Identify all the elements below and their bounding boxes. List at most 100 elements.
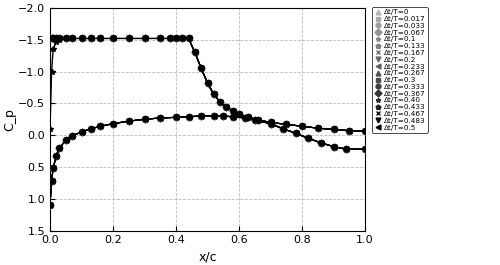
Δt/T=0.40	[236, 113, 242, 116]
Δt/T=0.483	[192, 51, 198, 54]
Δt/T=0.267	[63, 37, 69, 40]
Δt/T=0.267	[299, 125, 305, 128]
Δt/T=0.433	[98, 37, 103, 40]
Δt/T=0.333	[198, 67, 204, 70]
Δt/T=0.267	[186, 37, 192, 40]
Δt/T=0.233	[255, 118, 261, 121]
Δt/T=0.2	[157, 37, 163, 40]
Δt/T=0.267	[236, 113, 242, 116]
Δt/T=0.367	[186, 37, 192, 40]
Δt/T=0.233	[268, 121, 274, 124]
Δt/T=0.467	[88, 37, 94, 40]
Δt/T=0.367	[78, 37, 84, 40]
Δt/T=0	[126, 37, 132, 40]
Δt/T=0.233	[198, 67, 204, 70]
Δt/T=0.40	[224, 105, 230, 109]
Δt/T=0.483	[198, 67, 204, 70]
Δt/T=0.167	[48, 37, 54, 40]
Δt/T=0.367	[230, 109, 235, 113]
Δt/T=0.40	[204, 81, 210, 85]
Δt/T=0.433	[315, 127, 321, 130]
Δt/T=0.467	[299, 125, 305, 128]
Δt/T=0	[217, 100, 223, 104]
Δt/T=0.40	[48, 37, 54, 40]
Δt/T=0.033	[69, 37, 75, 40]
Δt/T=0.267	[330, 128, 336, 131]
Δt/T=0.267	[110, 37, 116, 40]
Δt/T=0.233	[217, 100, 223, 104]
Δt/T=0.133	[110, 37, 116, 40]
Δt/T=0.233	[204, 81, 210, 85]
Δt/T=0	[224, 105, 230, 109]
Δt/T=0.2	[56, 37, 62, 40]
Δt/T=0.5	[246, 116, 252, 119]
Δt/T=0.367	[48, 37, 54, 40]
Line: Δt/T=0.167: Δt/T=0.167	[48, 36, 368, 134]
Δt/T=0.40	[198, 67, 204, 70]
Δt/T=0.133	[50, 37, 56, 40]
Δt/T=0.3	[50, 37, 56, 40]
Δt/T=0	[268, 121, 274, 124]
Δt/T=0.017	[47, 37, 53, 40]
Δt/T=0.367	[346, 129, 352, 132]
Δt/T=0.167	[255, 118, 261, 121]
Δt/T=0.267	[69, 37, 75, 40]
Δt/T=0.433	[217, 100, 223, 104]
Δt/T=0.40	[166, 37, 172, 40]
Δt/T=0.033	[330, 128, 336, 131]
Δt/T=0.40	[268, 121, 274, 124]
Δt/T=0.333	[48, 37, 54, 40]
Δt/T=0.367	[217, 100, 223, 104]
Δt/T=0.167	[299, 125, 305, 128]
Δt/T=0.017	[217, 100, 223, 104]
Δt/T=0.267	[173, 37, 179, 40]
Δt/T=0.467	[224, 105, 230, 109]
Δt/T=0.017	[88, 37, 94, 40]
Δt/T=0.467	[98, 37, 103, 40]
Δt/T=0.5	[69, 37, 75, 40]
Δt/T=0.367	[198, 67, 204, 70]
Δt/T=0.067	[204, 81, 210, 85]
Δt/T=0.067	[78, 37, 84, 40]
Δt/T=0.1	[186, 37, 192, 40]
Δt/T=0.233	[180, 37, 186, 40]
Δt/T=0.483	[268, 121, 274, 124]
Δt/T=0.033	[204, 81, 210, 85]
Δt/T=0.267	[346, 129, 352, 132]
Δt/T=0.267	[180, 37, 186, 40]
Δt/T=0.067	[299, 125, 305, 128]
Δt/T=0	[173, 37, 179, 40]
Δt/T=0.467	[50, 37, 56, 40]
Line: Δt/T=0.483: Δt/T=0.483	[48, 36, 368, 134]
Line: Δt/T=0.333: Δt/T=0.333	[48, 36, 368, 134]
Δt/T=0.3	[126, 37, 132, 40]
Δt/T=0.267	[157, 37, 163, 40]
Δt/T=0.067	[157, 37, 163, 40]
Δt/T=0.033	[211, 93, 217, 96]
Δt/T=0	[98, 37, 103, 40]
Δt/T=0	[362, 130, 368, 133]
Δt/T=0.133	[48, 37, 54, 40]
Δt/T=0.367	[180, 37, 186, 40]
Δt/T=0.233	[362, 130, 368, 133]
Δt/T=0.267	[204, 81, 210, 85]
Δt/T=0.017	[110, 37, 116, 40]
Δt/T=0.367	[224, 105, 230, 109]
Δt/T=0.5	[54, 37, 60, 40]
Δt/T=0	[315, 127, 321, 130]
Δt/T=0.017	[157, 37, 163, 40]
Δt/T=0.3	[211, 93, 217, 96]
Δt/T=0.40	[110, 37, 116, 40]
Δt/T=0.2	[173, 37, 179, 40]
Δt/T=0.40	[362, 130, 368, 133]
Line: Δt/T=0.367: Δt/T=0.367	[48, 36, 368, 134]
Δt/T=0	[230, 109, 235, 113]
Δt/T=0.5	[173, 37, 179, 40]
Δt/T=0.1	[54, 37, 60, 40]
Δt/T=0.033	[78, 37, 84, 40]
Δt/T=0.133	[63, 37, 69, 40]
Δt/T=0.5	[283, 123, 289, 126]
Δt/T=0.017	[283, 123, 289, 126]
Δt/T=0.483	[126, 37, 132, 40]
Δt/T=0.017	[230, 109, 235, 113]
